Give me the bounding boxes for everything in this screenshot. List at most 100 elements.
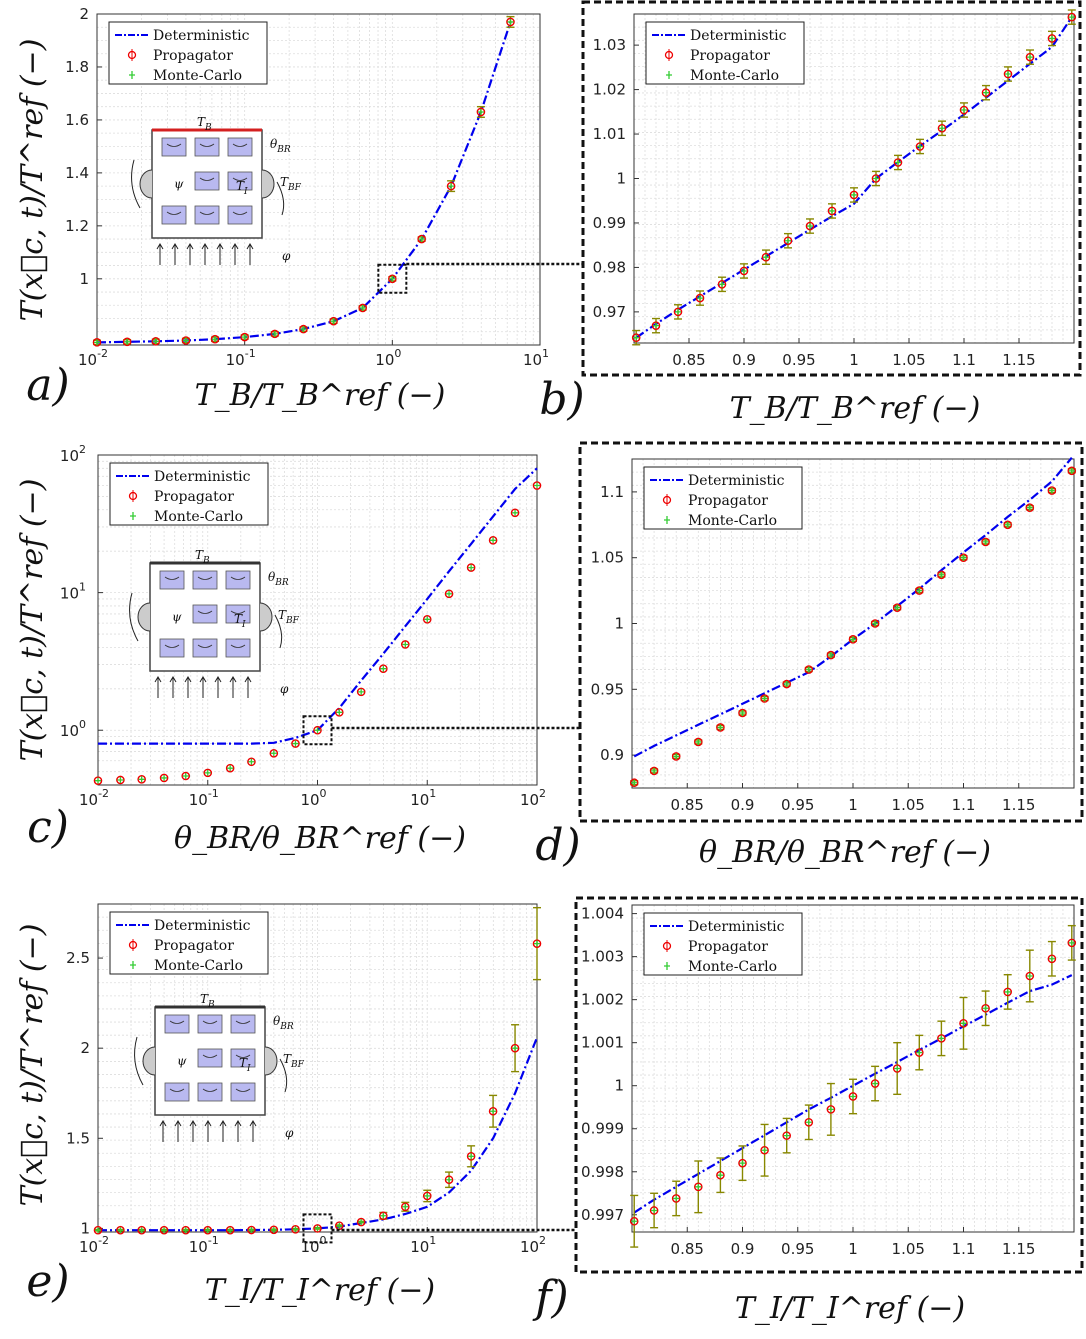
monte-carlo-point bbox=[94, 339, 100, 346]
monte-carlo-point bbox=[468, 1153, 475, 1160]
monte-carlo-point bbox=[695, 738, 702, 745]
propagator-point bbox=[203, 768, 213, 778]
monte-carlo-point bbox=[161, 774, 168, 781]
y-tick-label: 1.5 bbox=[66, 1129, 90, 1147]
inset-cell bbox=[197, 1014, 223, 1034]
propagator-point bbox=[695, 293, 705, 303]
propagator-point bbox=[444, 1175, 454, 1185]
propagator-point bbox=[1025, 52, 1035, 62]
monte-carlo-point bbox=[358, 688, 365, 695]
propagator-point bbox=[401, 1202, 410, 1212]
x-tick-label: 1.15 bbox=[1002, 796, 1035, 814]
monte-carlo-point bbox=[270, 1226, 277, 1233]
inset-flux-arrow bbox=[154, 676, 162, 698]
monte-carlo-point bbox=[938, 1035, 945, 1042]
propagator-point bbox=[270, 329, 280, 339]
propagator-point bbox=[804, 1117, 814, 1127]
inset-cell bbox=[194, 205, 220, 225]
monte-carlo-point bbox=[633, 334, 640, 341]
inset-cell-mark bbox=[235, 1054, 251, 1058]
monte-carlo-point bbox=[534, 482, 540, 489]
x-tick-label: 1.05 bbox=[892, 1240, 925, 1258]
propagator-point bbox=[694, 1182, 703, 1192]
monte-carlo-point bbox=[939, 125, 945, 132]
axes-box bbox=[96, 13, 541, 346]
propagator-point bbox=[356, 1217, 366, 1227]
monte-carlo-point bbox=[739, 1160, 746, 1167]
inset-label-theta-sub: BR bbox=[274, 578, 289, 588]
inset-cell-mark bbox=[202, 1054, 218, 1058]
propagator-point bbox=[892, 603, 902, 613]
propagator-point bbox=[761, 252, 771, 262]
inset-cell bbox=[159, 570, 185, 590]
inset-cell-mark bbox=[199, 211, 215, 215]
propagator-point bbox=[329, 316, 338, 326]
inset-label-TI-sub: I bbox=[246, 1064, 251, 1074]
monte-carlo-point bbox=[1027, 54, 1033, 61]
inset-left-arrow bbox=[134, 1036, 144, 1086]
chart-panel-f: 0.85 0.9 0.95 1 1.05 1.1 1.15 0.997 0.998 0.999 1 1… bbox=[581, 904, 1077, 1258]
propagator-point bbox=[210, 334, 220, 344]
monte-carlo-point bbox=[241, 334, 248, 341]
x-tick-exponent: 1 bbox=[429, 1234, 436, 1247]
y-tick-label: 0.95 bbox=[591, 680, 624, 698]
legend-deterministic-label: Deterministic bbox=[154, 918, 251, 934]
inset-cell-mark bbox=[232, 211, 248, 215]
monte-carlo-point bbox=[468, 564, 475, 571]
monte-carlo-point bbox=[182, 337, 189, 344]
inset-flux-arrow bbox=[156, 243, 164, 265]
propagator-point bbox=[959, 1019, 968, 1028]
x-tick-label: 0.85 bbox=[671, 1240, 704, 1258]
monte-carlo-point bbox=[359, 304, 366, 311]
monte-carlo-point bbox=[850, 1093, 856, 1100]
x-tick-exponent: 1 bbox=[429, 787, 436, 800]
x-tick-label: 1 bbox=[848, 1240, 858, 1258]
monte-carlo-point bbox=[95, 1227, 101, 1234]
inset-right-radiator bbox=[261, 169, 275, 199]
inset-cell-mark bbox=[197, 610, 213, 614]
monte-carlo-point bbox=[783, 681, 790, 688]
inset-flux-arrow bbox=[159, 1120, 167, 1142]
propagator-point bbox=[181, 336, 191, 345]
legend-monte-carlo-swatch bbox=[664, 516, 670, 524]
monte-carlo-point bbox=[851, 191, 857, 198]
propagator-point bbox=[532, 481, 542, 490]
monte-carlo-point bbox=[673, 753, 680, 760]
monte-carlo-point bbox=[807, 223, 813, 230]
propagator-point bbox=[269, 1225, 279, 1235]
propagator-point bbox=[1067, 938, 1077, 948]
monte-carlo-point bbox=[761, 695, 768, 702]
x-tick-label: 100 bbox=[375, 347, 401, 369]
x-tick-label: 10-2 bbox=[78, 347, 108, 369]
panel-label-d: d) bbox=[535, 820, 580, 871]
monte-carlo-point bbox=[1004, 988, 1011, 995]
inset-cell bbox=[227, 205, 253, 225]
inset-cell bbox=[159, 638, 185, 658]
x-tick-exponent: -2 bbox=[98, 1234, 109, 1247]
x-tick-label: 101 bbox=[410, 1234, 436, 1256]
x-tick-exponent: -1 bbox=[208, 1234, 219, 1247]
inset-cell-mark bbox=[202, 1020, 218, 1024]
monte-carlo-point bbox=[152, 338, 159, 345]
inset-label-psi: ψ bbox=[174, 177, 184, 191]
monte-carlo-point bbox=[512, 509, 519, 516]
monte-carlo-point bbox=[330, 318, 337, 325]
monte-carlo-point bbox=[182, 773, 189, 780]
inset-right-arrow bbox=[274, 614, 283, 649]
panel-label-f: f) bbox=[532, 1272, 568, 1323]
monte-carlo-point bbox=[292, 1226, 299, 1233]
monte-carlo-point bbox=[248, 1227, 255, 1234]
y-tick-label: 1.4 bbox=[65, 164, 89, 182]
xlabel-f: T_I/T_I^ref (−) bbox=[735, 1291, 965, 1326]
xlabel-b: T_B/T_B^ref (−) bbox=[730, 391, 981, 426]
y-tick-label: 1.05 bbox=[591, 549, 624, 567]
propagator-point bbox=[510, 1043, 520, 1053]
monte-carlo-point bbox=[1004, 521, 1011, 528]
inset-cell-mark bbox=[164, 576, 180, 580]
monte-carlo-point bbox=[938, 571, 945, 578]
propagator-point bbox=[151, 336, 161, 346]
propagator-point bbox=[870, 619, 880, 628]
inset-flux-arrow bbox=[234, 1120, 242, 1142]
y-tick-exponent: 1 bbox=[79, 581, 86, 594]
inset-left-radiator bbox=[142, 1046, 156, 1076]
